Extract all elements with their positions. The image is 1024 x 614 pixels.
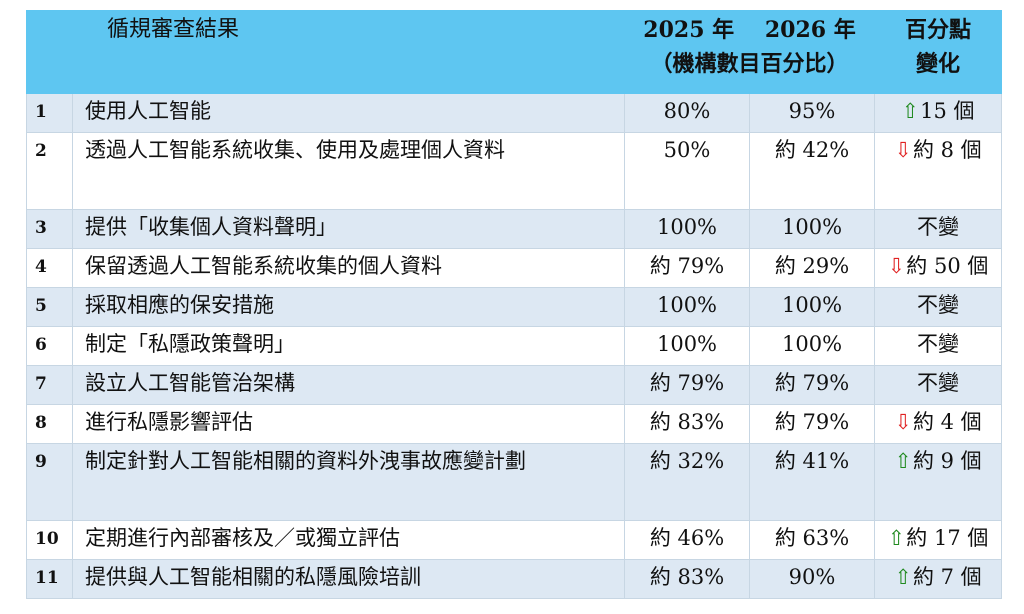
row-item: 進行私隱影響評估 [72,404,625,444]
row-change: ⇩約 8 個 [874,132,1003,210]
row-value-2025: 約 83% [624,404,750,444]
table-row: 6 制定「私隱政策聲明」 100% 100% 不變 [26,326,1003,366]
row-number: 6 [26,326,73,366]
row-number: 4 [26,248,73,288]
header-item: 循規審查結果 [72,10,625,94]
row-value-2026: 100% [748,326,876,366]
row-change-value: 不變 [917,215,960,239]
row-change: ⇧約 7 個 [874,559,1003,599]
header-change: 百分點 變化 [874,10,1003,94]
row-value-2025: 約 79% [624,248,750,288]
row-item: 保留透過人工智能系統收集的個人資料 [72,248,625,288]
row-item: 制定「私隱政策聲明」 [72,326,625,366]
row-change-value: 約 17 個 [906,526,989,550]
row-change: ⇧約 9 個 [874,443,1003,521]
table-row: 2 透過人工智能系統收集、使用及處理個人資料 50% 約 42% ⇩約 8 個 [26,132,1003,210]
row-change-value: 約 9 個 [912,449,982,473]
row-number: 9 [26,443,73,521]
table-row: 9 制定針對人工智能相關的資料外洩事故應變計劃約 32% 約 41% ⇧約 9 個 [26,443,1003,521]
row-change-value: 約 8 個 [912,138,982,162]
row-item: 制定針對人工智能相關的資料外洩事故應變計劃 [72,443,625,521]
row-change: 不變 [874,326,1003,366]
row-value-2025: 80% [624,93,750,133]
header-change-line2: 變化 [916,51,961,77]
row-value-2026: 約 79% [748,365,876,405]
row-value-2026: 100% [748,287,876,327]
up-arrow-icon: ⇧ [894,448,912,473]
row-item: 提供與人工智能相關的私隱風險培訓 [72,559,625,599]
header-subtitle: （機構數目百分比） [650,51,849,77]
down-arrow-icon: ⇩ [894,137,912,162]
table-row: 1 使用人工智能 80% 95% ⇧15 個 [26,93,1003,133]
row-change: 不變 [874,287,1003,327]
row-value-2026: 約 42% [748,132,876,210]
row-value-2026: 約 41% [748,443,876,521]
row-change: ⇩約 50 個 [874,248,1003,288]
row-number: 3 [26,209,73,249]
row-value-2025: 約 79% [624,365,750,405]
row-value-2026: 約 79% [748,404,876,444]
up-arrow-icon: ⇧ [901,98,920,123]
row-value-2025: 約 46% [624,520,750,560]
row-value-2026: 約 29% [748,248,876,288]
row-item: 提供「收集個人資料聲明」 [72,209,625,249]
row-change-value: 不變 [917,371,960,395]
header-change-line1: 百分點 [905,17,972,43]
down-arrow-icon: ⇩ [894,409,912,434]
row-value-2025: 100% [624,287,750,327]
row-item: 採取相應的保安措施 [72,287,625,327]
row-number: 2 [26,132,73,210]
row-item: 透過人工智能系統收集、使用及處理個人資料 [72,132,625,210]
row-change: ⇧約 17 個 [874,520,1003,560]
table-row: 11 提供與人工智能相關的私隱風險培訓約 83% 90% ⇧約 7 個 [26,559,1003,599]
row-number: 8 [26,404,73,444]
table-body: 1 使用人工智能 80% 95% ⇧15 個 2 透過人工智能系統收集、使用及處理個人資料 5… [26,93,1003,599]
header-year-2025: 2025 年 [643,17,735,43]
row-value-2025: 約 83% [624,559,750,599]
table-row: 4 保留透過人工智能系統收集的個人資料約 79% 約 29% ⇩約 50 個 [26,248,1003,288]
row-change-value: 約 7 個 [912,565,982,589]
up-arrow-icon: ⇧ [894,564,912,589]
row-change-value: 約 4 個 [912,410,982,434]
up-arrow-icon: ⇧ [887,525,906,550]
row-item: 設立人工智能管治架構 [72,365,625,405]
row-item: 使用人工智能 [72,93,625,133]
header-item-label: 循規審查結果 [107,17,240,42]
row-change-value: 不變 [917,293,960,317]
row-value-2026: 90% [748,559,876,599]
row-number: 11 [26,559,73,599]
row-value-2025: 100% [624,326,750,366]
row-value-2026: 95% [748,93,876,133]
row-number: 10 [26,520,73,560]
row-value-2026: 100% [748,209,876,249]
header-year-2026: 2026 年 [764,17,856,43]
table-row: 7 設立人工智能管治架構約 79% 約 79% 不變 [26,365,1003,405]
row-number: 1 [26,93,73,133]
table-row: 10 定期進行內部審核及／或獨立評估約 46% 約 63% ⇧約 17 個 [26,520,1003,560]
row-item: 定期進行內部審核及／或獨立評估 [72,520,625,560]
header-num [26,10,73,94]
row-change-value: 約 50 個 [906,254,989,278]
row-number: 7 [26,365,73,405]
row-change-value: 15 個 [920,99,975,123]
row-change: ⇧15 個 [874,93,1003,133]
row-change-value: 不變 [917,332,960,356]
row-change: 不變 [874,209,1003,249]
table-row: 3 提供「收集個人資料聲明」 100% 100% 不變 [26,209,1003,249]
header-years: 2025 年 2026 年 （機構數目百分比） [623,10,876,94]
down-arrow-icon: ⇩ [887,253,906,278]
row-value-2025: 100% [624,209,750,249]
table-row: 5 採取相應的保安措施 100% 100% 不變 [26,287,1003,327]
row-change: 不變 [874,365,1003,405]
header-year-labels: 2025 年 2026 年 [625,13,874,47]
table-row: 8 進行私隱影響評估約 83% 約 79% ⇩約 4 個 [26,404,1003,444]
row-value-2025: 約 32% [624,443,750,521]
row-change: ⇩約 4 個 [874,404,1003,444]
row-value-2025: 50% [624,132,750,210]
row-number: 5 [26,287,73,327]
row-value-2026: 約 63% [748,520,876,560]
table-header-row: 循規審查結果 2025 年 2026 年 （機構數目百分比） 百分點 變化 [26,10,1003,94]
